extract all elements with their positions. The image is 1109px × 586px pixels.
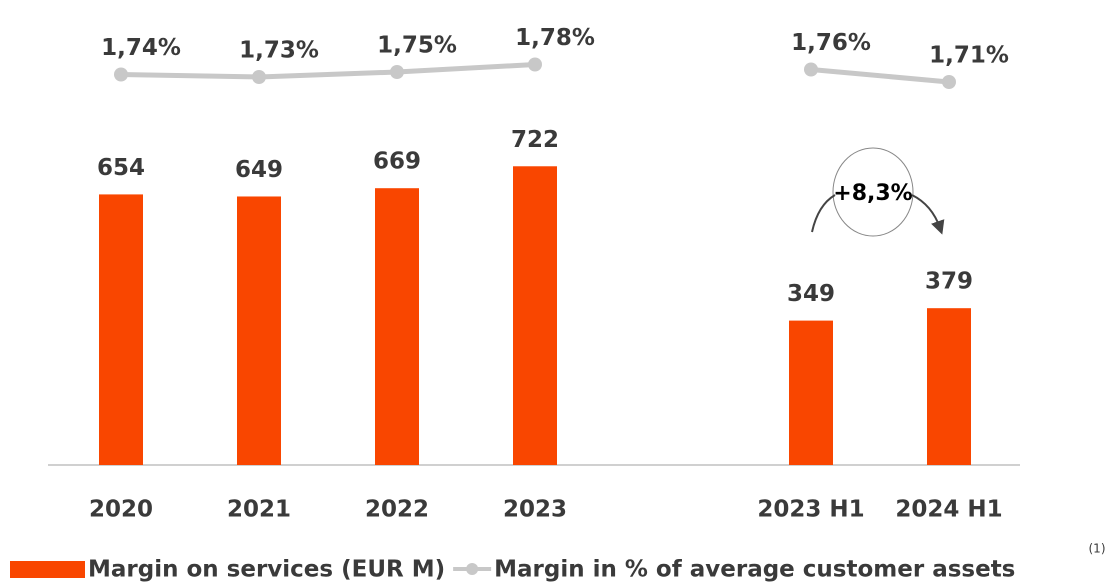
x-tick-label: 2021	[227, 497, 291, 523]
bar-label: 649	[235, 157, 283, 183]
bar	[789, 320, 833, 465]
bar-label: 669	[373, 149, 421, 175]
line-label: 1,78%	[515, 25, 595, 51]
bar-label: 654	[97, 155, 145, 181]
arrow	[811, 194, 836, 233]
line-point	[528, 57, 542, 72]
line-point	[804, 62, 818, 77]
legend-swatch	[10, 561, 85, 578]
bar-label: 379	[925, 269, 973, 295]
annotation: +8,3%	[833, 181, 912, 206]
arrow	[911, 194, 945, 235]
x-tick-label: 2022	[365, 497, 429, 523]
annotation-circle	[832, 147, 914, 237]
legend-label: Margin on services (EUR M)	[88, 557, 445, 583]
line-label: 1,73%	[239, 38, 319, 64]
line-point	[252, 70, 266, 84]
line-label: 1,74%	[101, 35, 181, 61]
line-label: 1,76%	[791, 30, 871, 56]
legend-swatch	[466, 563, 479, 575]
footnote: (1)	[1089, 542, 1106, 556]
bar-label: 722	[511, 127, 559, 153]
bar	[99, 194, 143, 465]
x-tick-label: 2020	[89, 497, 153, 523]
x-tick-label: 2023	[503, 497, 567, 523]
line-point	[114, 67, 128, 82]
x-tick-label: 2024 H1	[895, 497, 1002, 523]
line-point	[390, 65, 404, 79]
bar	[513, 166, 557, 465]
line	[118, 62, 952, 85]
bar-label: 349	[787, 281, 835, 307]
bar	[237, 196, 281, 465]
x-tick-label: 2023 H1	[757, 497, 864, 523]
line-label: 1,75%	[377, 33, 457, 59]
line-label: 1,71%	[929, 43, 1009, 69]
bar	[927, 308, 971, 465]
bar	[375, 188, 419, 466]
line-point	[942, 75, 956, 89]
legend-label: Margin in % of average customer assets	[494, 557, 1015, 583]
